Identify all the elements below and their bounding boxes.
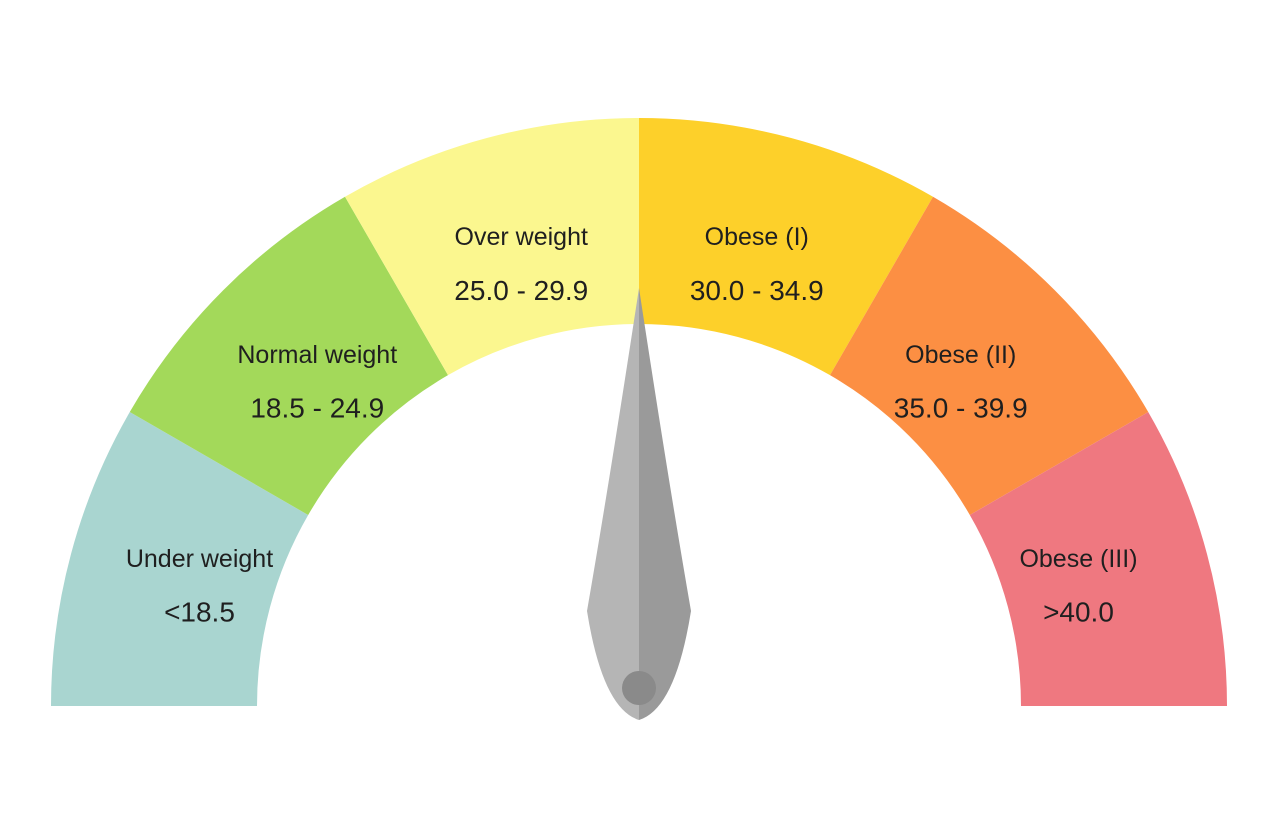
gauge-needle [587, 288, 691, 720]
needle-right-half [639, 288, 691, 720]
segment-label-obese-iii: Obese (III) [1019, 545, 1137, 573]
segment-label-over-weight: Over weight [455, 223, 588, 251]
gauge-labels: Under weight <18.5 Normal weight 18.5 - 24.… [126, 223, 1138, 628]
segment-normal-weight [129, 196, 448, 515]
segment-under-weight [51, 412, 309, 706]
segment-range-obese-iii: >40.0 [1043, 597, 1114, 628]
segment-label-under-weight: Under weight [126, 545, 273, 573]
segment-obese-ii [830, 196, 1149, 515]
segment-range-normal-weight: 18.5 - 24.9 [250, 393, 384, 424]
segment-label-obese-i: Obese (I) [705, 223, 809, 251]
segment-range-over-weight: 25.0 - 29.9 [454, 275, 588, 306]
needle-hub [622, 671, 656, 705]
needle-left-half [587, 288, 639, 720]
segment-label-normal-weight: Normal weight [237, 341, 397, 369]
segment-label-obese-ii: Obese (II) [905, 341, 1016, 369]
segment-range-under-weight: <18.5 [164, 597, 235, 628]
segment-range-obese-ii: 35.0 - 39.9 [894, 393, 1028, 424]
segment-range-obese-i: 30.0 - 34.9 [690, 275, 824, 306]
segment-obese-i [639, 118, 933, 376]
gauge-segments [51, 118, 1227, 706]
segment-over-weight [345, 118, 639, 376]
segment-obese-iii [969, 412, 1227, 706]
